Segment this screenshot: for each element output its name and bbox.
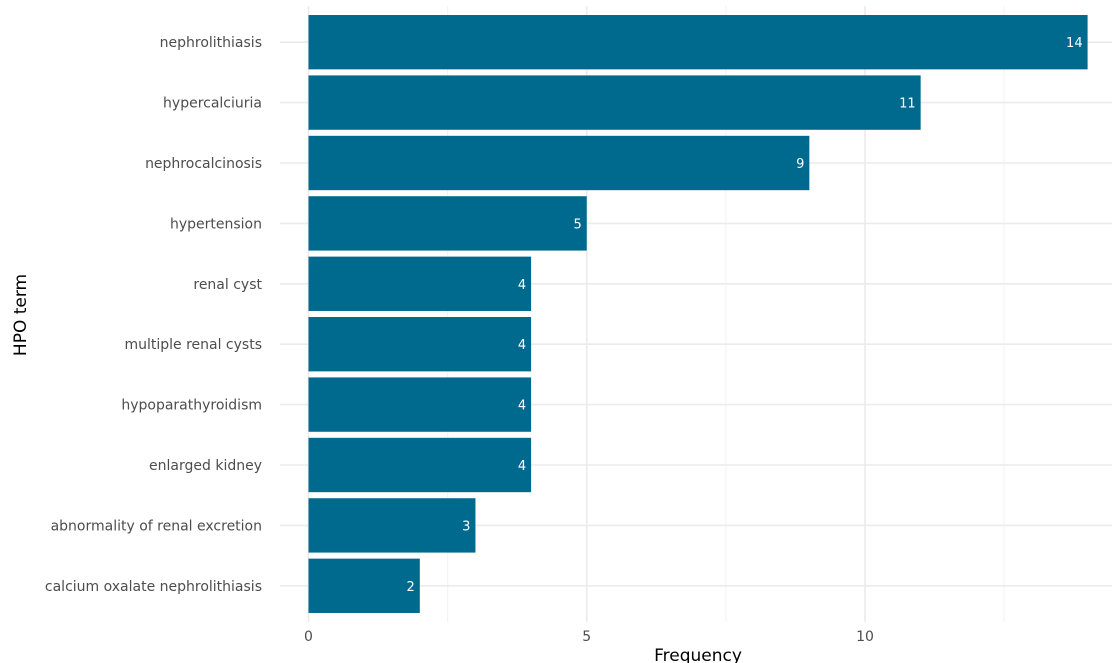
y-tick-label: hypercalciuria — [163, 96, 262, 112]
bar-value-labels: 14 11 9 5 4 4 4 4 3 2 — [407, 36, 1083, 595]
x-tick-label: 0 — [304, 629, 313, 645]
bar — [308, 498, 476, 553]
x-tick-label: 10 — [856, 629, 874, 645]
y-axis-title: HPO term — [11, 274, 31, 356]
bar-value-label: 11 — [899, 97, 916, 112]
bar — [308, 15, 1088, 70]
x-axis-title: Frequency — [654, 646, 742, 663]
bar — [308, 437, 532, 493]
y-tick-label: multiple renal cysts — [124, 337, 262, 353]
bar-value-label: 9 — [796, 157, 804, 172]
bar — [308, 317, 532, 372]
y-tick-label: nephrolithiasis — [160, 35, 262, 51]
y-tick-label: hypoparathyroidism — [121, 398, 262, 414]
bar — [308, 196, 587, 251]
bar-value-label: 14 — [1066, 36, 1083, 51]
bar — [308, 256, 532, 311]
bars — [308, 15, 1088, 613]
bar-value-label: 4 — [518, 278, 526, 293]
y-tick-label: renal cyst — [193, 277, 262, 293]
y-tick-label: nephrocalcinosis — [145, 156, 262, 172]
bar — [308, 135, 810, 191]
y-tick-label: hypertension — [170, 216, 262, 232]
bar-value-label: 2 — [407, 580, 415, 595]
bar — [308, 558, 420, 613]
bar-value-label: 4 — [518, 338, 526, 353]
y-tick-label: calcium oxalate nephrolithiasis — [45, 579, 262, 595]
bar — [308, 75, 921, 130]
y-tick-label: abnormality of renal excretion — [51, 518, 262, 534]
bar — [308, 377, 532, 432]
x-tick-labels: 0 5 10 — [304, 629, 874, 645]
bar-value-label: 4 — [518, 399, 526, 414]
y-tick-label: enlarged kidney — [149, 458, 262, 474]
bar-value-label: 4 — [518, 459, 526, 474]
x-tick-label: 5 — [582, 629, 591, 645]
bar-value-label: 5 — [573, 217, 581, 232]
bar-value-label: 3 — [462, 519, 470, 534]
y-tick-labels: nephrolithiasis hypercalciuria nephrocalci… — [45, 35, 263, 595]
